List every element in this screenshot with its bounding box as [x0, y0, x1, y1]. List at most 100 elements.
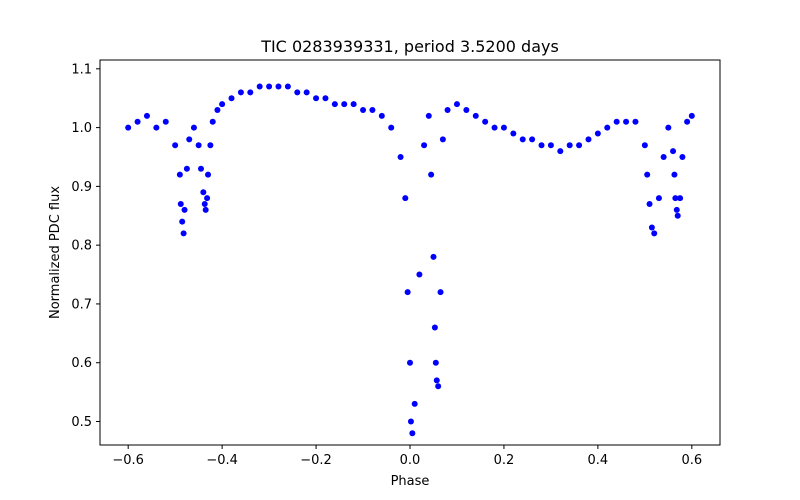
data-point [204, 195, 211, 202]
data-point [655, 195, 662, 202]
data-point [416, 271, 423, 278]
y-tick-label: 0.5 [71, 415, 92, 430]
chart-title: TIC 0283939331, period 3.5200 days [260, 37, 559, 56]
y-axis: 0.5 0.6 0.7 0.8 0.9 1.0 1.1 [71, 62, 100, 430]
data-point [181, 206, 188, 213]
data-point [404, 289, 411, 296]
data-points-layer [125, 83, 695, 437]
data-point [190, 124, 197, 131]
data-point [176, 171, 183, 178]
data-point [646, 201, 653, 208]
data-point [557, 148, 564, 155]
data-point [143, 112, 150, 119]
data-point [585, 136, 592, 143]
data-point [275, 83, 282, 90]
data-point [172, 142, 179, 149]
data-point [671, 171, 678, 178]
data-point [437, 289, 444, 296]
x-tick-label: −0.2 [300, 453, 332, 468]
data-point [648, 224, 655, 231]
x-tick-label: 0.4 [588, 453, 609, 468]
data-point [214, 106, 221, 113]
data-point [432, 359, 439, 366]
data-point [641, 142, 648, 149]
data-point [688, 112, 695, 119]
data-point [202, 206, 209, 213]
data-point [397, 153, 404, 160]
data-point [201, 201, 208, 208]
data-point [322, 95, 329, 102]
data-point [672, 195, 679, 202]
y-tick-label: 1.0 [71, 121, 92, 136]
data-point [576, 142, 583, 149]
data-point [303, 89, 310, 96]
data-point [431, 324, 438, 331]
data-point [430, 253, 437, 260]
data-point [266, 83, 273, 90]
y-tick-label: 0.8 [71, 239, 92, 254]
data-point [444, 106, 451, 113]
data-point [679, 153, 686, 160]
data-point [472, 112, 479, 119]
data-point [228, 95, 235, 102]
data-point [350, 101, 357, 108]
data-point [313, 95, 320, 102]
data-point [402, 195, 409, 202]
data-point [673, 206, 680, 213]
data-point [428, 171, 435, 178]
data-point [284, 83, 291, 90]
data-point [179, 218, 186, 225]
data-point [209, 118, 216, 125]
data-point [604, 124, 611, 131]
data-point [205, 171, 212, 178]
data-point [529, 136, 536, 143]
data-point [407, 418, 414, 425]
y-tick-label: 0.7 [71, 297, 92, 312]
data-point [247, 89, 254, 96]
data-point [162, 118, 169, 125]
data-point [409, 430, 416, 437]
data-point [651, 230, 658, 237]
data-point [177, 201, 184, 208]
x-axis: −0.6 −0.4 −0.2 0.0 0.2 0.4 0.6 [112, 445, 702, 468]
y-axis-label: Normalized PDC flux [48, 186, 63, 319]
data-point [207, 142, 214, 149]
data-point [200, 189, 207, 196]
data-point [435, 383, 442, 390]
data-point [341, 101, 348, 108]
data-point [180, 230, 187, 237]
data-point [674, 212, 681, 219]
data-point [369, 106, 376, 113]
data-point [360, 106, 367, 113]
x-tick-label: 0.0 [400, 453, 421, 468]
data-point [256, 83, 263, 90]
data-point [538, 142, 545, 149]
data-point [644, 171, 651, 178]
data-point [566, 142, 573, 149]
y-tick-label: 0.9 [71, 180, 92, 195]
data-point [186, 136, 193, 143]
data-point [613, 118, 620, 125]
data-point [331, 101, 338, 108]
data-point [153, 124, 160, 131]
y-tick-label: 1.1 [71, 62, 92, 77]
data-point [183, 165, 190, 172]
x-tick-label: 0.2 [494, 453, 515, 468]
x-tick-label: −0.6 [112, 453, 144, 468]
data-point [491, 124, 498, 131]
data-point [197, 165, 204, 172]
data-point [463, 106, 470, 113]
data-point [453, 101, 460, 108]
data-point [519, 136, 526, 143]
y-tick-label: 0.6 [71, 356, 92, 371]
data-point [294, 89, 301, 96]
x-axis-label: Phase [391, 474, 430, 489]
data-point [684, 118, 691, 125]
data-point [407, 359, 413, 366]
x-tick-label: 0.6 [681, 453, 702, 468]
x-tick-label: −0.4 [206, 453, 238, 468]
data-point [195, 142, 202, 149]
data-point [134, 118, 141, 125]
